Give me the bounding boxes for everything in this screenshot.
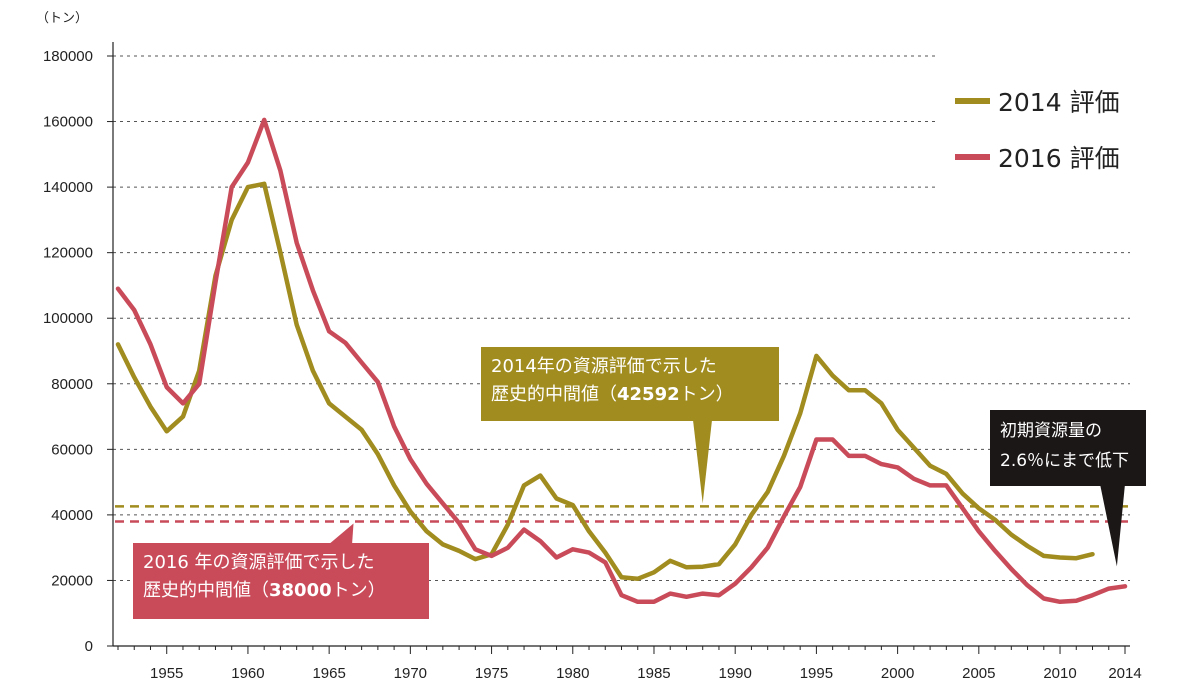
callout-pointers xyxy=(328,420,1125,567)
callout-final-pointer xyxy=(1100,484,1125,567)
series-line xyxy=(115,117,1128,605)
callout-2014-suffix: トン） xyxy=(679,384,734,405)
x-tick-label: 1970 xyxy=(394,665,427,682)
x-tick-label: 2010 xyxy=(1043,665,1076,682)
y-tick-label: 160000 xyxy=(43,114,93,131)
x-tick-label: 1955 xyxy=(150,665,183,682)
x-tick-label: 1985 xyxy=(637,665,670,682)
callout-final-line1: 初期資源量の xyxy=(1000,421,1102,441)
x-tick-label: 2005 xyxy=(962,665,995,682)
y-tick-label: 20000 xyxy=(51,572,93,589)
y-axis-ticks: 0 20000 40000 60000 80000 100000 120000 140000 1… xyxy=(43,48,113,655)
y-tick-label: 60000 xyxy=(51,441,93,458)
x-tick-label: 1965 xyxy=(312,665,345,682)
callout-2016-value: 38000 xyxy=(269,580,332,601)
legend-label: 2014 評価 xyxy=(998,88,1120,117)
x-tick-label: 1960 xyxy=(231,665,264,682)
x-tick-label: 2014 xyxy=(1108,665,1141,682)
y-tick-label: 180000 xyxy=(43,48,93,65)
callout-2014-median: 2014年の資源評価で示した 歴史的中間値（42592トン） xyxy=(481,347,779,421)
legend: 2014 評価 2016 評価 xyxy=(955,88,1120,173)
y-tick-label: 0 xyxy=(85,638,93,655)
x-tick-label: 2000 xyxy=(881,665,914,682)
callout-2014-value: 42592 xyxy=(617,384,680,405)
series-lines xyxy=(115,117,1128,605)
y-tick-label: 40000 xyxy=(51,507,93,524)
x-tick-label: 1995 xyxy=(800,665,833,682)
callout-2016-median: 2016 年の資源評価で示した 歴史的中間値（38000トン） xyxy=(133,543,429,619)
y-tick-label: 140000 xyxy=(43,179,93,196)
y-tick-label: 120000 xyxy=(43,245,93,262)
y-axis-unit-label: （トン） xyxy=(36,11,88,26)
series-line xyxy=(115,181,1095,582)
callout-initial-stock-ratio: 初期資源量の 2.6％にまで低下 xyxy=(990,410,1146,486)
callout-2016-suffix: トン） xyxy=(331,580,386,601)
callout-2014-prefix: 歴史的中間値（ xyxy=(491,384,617,405)
callout-2014-pointer xyxy=(693,420,712,504)
callout-2016-line1: 2016 年の資源評価で示した xyxy=(143,552,375,573)
x-tick-label: 1990 xyxy=(719,665,752,682)
y-tick-label: 80000 xyxy=(51,376,93,393)
x-tick-label: 1975 xyxy=(475,665,508,682)
callout-final-line2: 2.6％にまで低下 xyxy=(1000,451,1130,471)
x-axis-ticks: 1955 1960 1965 1970 1975 1980 1985 1990 1995 2000… xyxy=(117,646,1142,682)
callout-2016-line2: 歴史的中間値（38000トン） xyxy=(143,577,419,605)
callout-2016-pointer xyxy=(328,523,354,545)
callout-2014-line1: 2014年の資源評価で示した xyxy=(491,356,717,377)
callout-2014-line2: 歴史的中間値（42592トン） xyxy=(491,381,769,409)
grid-lines xyxy=(113,55,1130,581)
legend-label: 2016 評価 xyxy=(998,144,1120,173)
callout-2016-prefix: 歴史的中間値（ xyxy=(143,580,269,601)
y-tick-label: 100000 xyxy=(43,310,93,327)
x-tick-label: 1980 xyxy=(556,665,589,682)
